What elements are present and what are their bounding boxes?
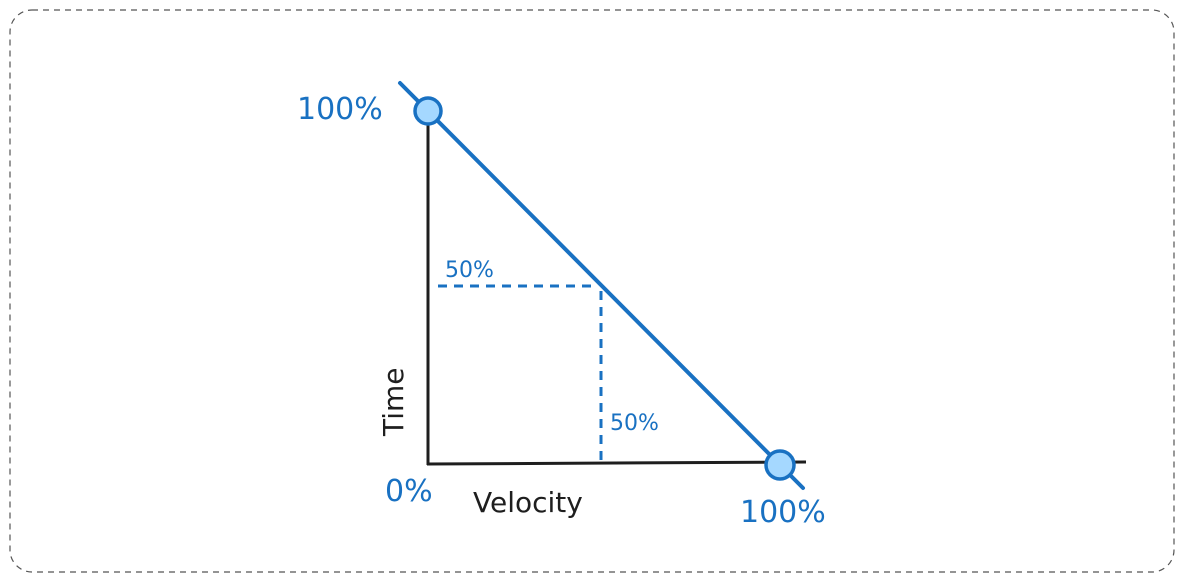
label-y-top: 100%: [297, 92, 383, 127]
bottom-node[interactable]: [764, 449, 796, 481]
frame-border: [9, 9, 1175, 573]
y-axis-label: Time: [377, 367, 410, 437]
diagonal-line: [398, 81, 805, 490]
x-axis: [426, 460, 807, 466]
label-x-end: 100%: [740, 495, 826, 530]
label-mid-x: 50%: [610, 411, 659, 436]
x-axis-label: Velocity: [473, 486, 583, 519]
label-mid-y: 50%: [445, 258, 494, 283]
top-node[interactable]: [413, 96, 443, 126]
label-origin: 0%: [385, 474, 433, 509]
